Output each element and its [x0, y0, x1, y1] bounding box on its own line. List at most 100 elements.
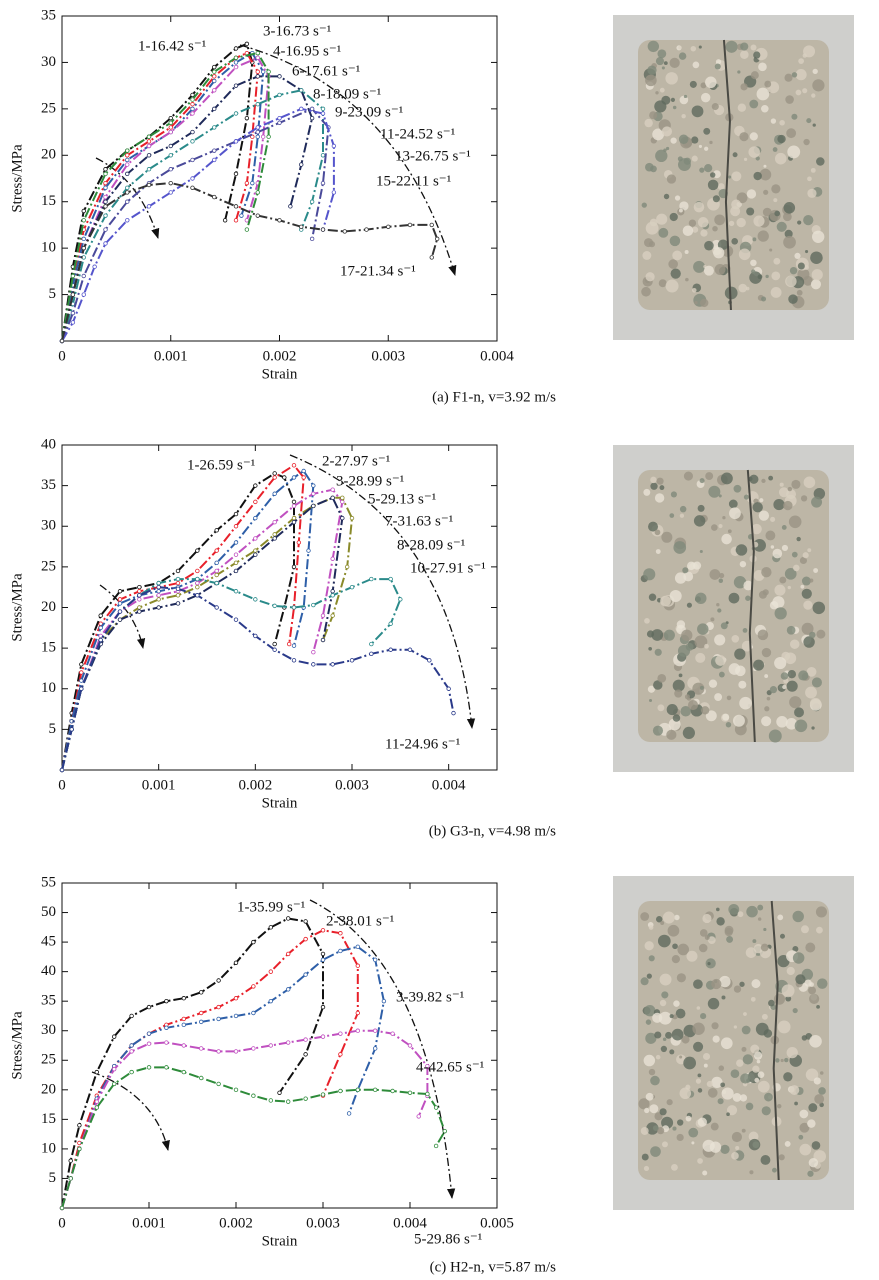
data-point [256, 214, 260, 218]
texture [728, 175, 731, 178]
y-tick-label: 15 [41, 1111, 56, 1127]
data-point [82, 246, 86, 250]
x-tick-label: 0.001 [154, 348, 188, 364]
y-tick-label: 25 [41, 558, 56, 574]
texture [706, 958, 716, 968]
series-label: 11-24.52 s⁻¹ [380, 126, 455, 142]
series-line [62, 1067, 445, 1208]
texture [711, 979, 721, 989]
x-axis-label: Strain [262, 1233, 298, 1249]
texture [644, 1055, 655, 1066]
texture [658, 935, 671, 948]
texture [646, 1093, 654, 1101]
y-axis-label: Stress/MPa [9, 144, 25, 213]
texture [704, 147, 708, 151]
data-point [130, 1044, 134, 1048]
texture [721, 472, 733, 484]
texture [785, 1141, 791, 1147]
texture [650, 477, 656, 483]
texture [677, 1119, 683, 1125]
data-point [321, 181, 325, 185]
texture [645, 941, 654, 950]
data-point [430, 256, 434, 260]
texture [743, 628, 748, 633]
series-label: 3-39.82 s⁻¹ [396, 989, 464, 1005]
data-point [199, 1047, 203, 1051]
texture [731, 171, 741, 181]
texture [642, 202, 647, 207]
series-label: 8-28.09 s⁻¹ [397, 537, 465, 553]
texture [794, 253, 800, 259]
texture [677, 1134, 684, 1141]
data-point [157, 594, 161, 598]
texture [779, 577, 786, 584]
data-point [321, 1093, 325, 1097]
data-point [386, 225, 390, 229]
data-point [234, 561, 238, 565]
data-point [182, 1017, 186, 1021]
data-point [339, 1053, 343, 1057]
texture [667, 174, 676, 183]
texture [726, 1112, 730, 1116]
data-point [278, 93, 282, 97]
texture [675, 195, 680, 200]
texture [773, 258, 780, 265]
texture [811, 726, 814, 729]
texture [654, 100, 666, 112]
texture [693, 979, 703, 989]
texture [661, 532, 672, 543]
texture [670, 1014, 674, 1018]
texture [710, 617, 714, 621]
texture [660, 921, 664, 925]
texture [684, 95, 687, 98]
texture [763, 928, 766, 931]
x-tick-label: 0 [58, 1215, 66, 1231]
texture [692, 105, 704, 117]
texture [687, 562, 695, 570]
texture [691, 136, 698, 143]
series-line [62, 498, 342, 770]
data-point [196, 577, 200, 581]
texture [740, 561, 746, 567]
texture [652, 1013, 662, 1023]
data-point [95, 1100, 99, 1104]
texture [655, 493, 664, 502]
data-point [138, 594, 142, 598]
data-point [169, 191, 173, 195]
texture [782, 525, 787, 530]
data-point [304, 1097, 308, 1101]
texture [700, 1013, 706, 1019]
data-point [292, 565, 296, 569]
data-point [112, 1035, 116, 1039]
texture [764, 674, 768, 678]
texture [758, 274, 763, 279]
texture [671, 1164, 678, 1171]
data-point [191, 177, 195, 181]
series-line [62, 76, 312, 341]
texture [753, 51, 760, 58]
texture [737, 911, 743, 917]
data-point [278, 218, 282, 222]
texture [783, 501, 792, 510]
texture [718, 1098, 724, 1104]
data-point [304, 1053, 308, 1057]
data-point [99, 626, 103, 630]
data-point [99, 638, 103, 642]
data-point [147, 1005, 151, 1009]
texture [649, 1069, 655, 1075]
texture [664, 194, 669, 199]
texture [780, 483, 784, 487]
texture [719, 1065, 725, 1071]
data-point [182, 1023, 186, 1027]
texture [765, 531, 775, 541]
x-axis-label: Strain [262, 795, 298, 811]
texture [743, 1012, 747, 1016]
texture [805, 943, 815, 953]
texture [783, 1072, 792, 1081]
data-point [217, 1005, 221, 1009]
texture [681, 114, 685, 118]
texture [700, 229, 707, 236]
data-point [130, 1070, 134, 1074]
x-axis-label: Strain [262, 366, 298, 382]
series-label: 3-28.99 s⁻¹ [336, 473, 404, 489]
